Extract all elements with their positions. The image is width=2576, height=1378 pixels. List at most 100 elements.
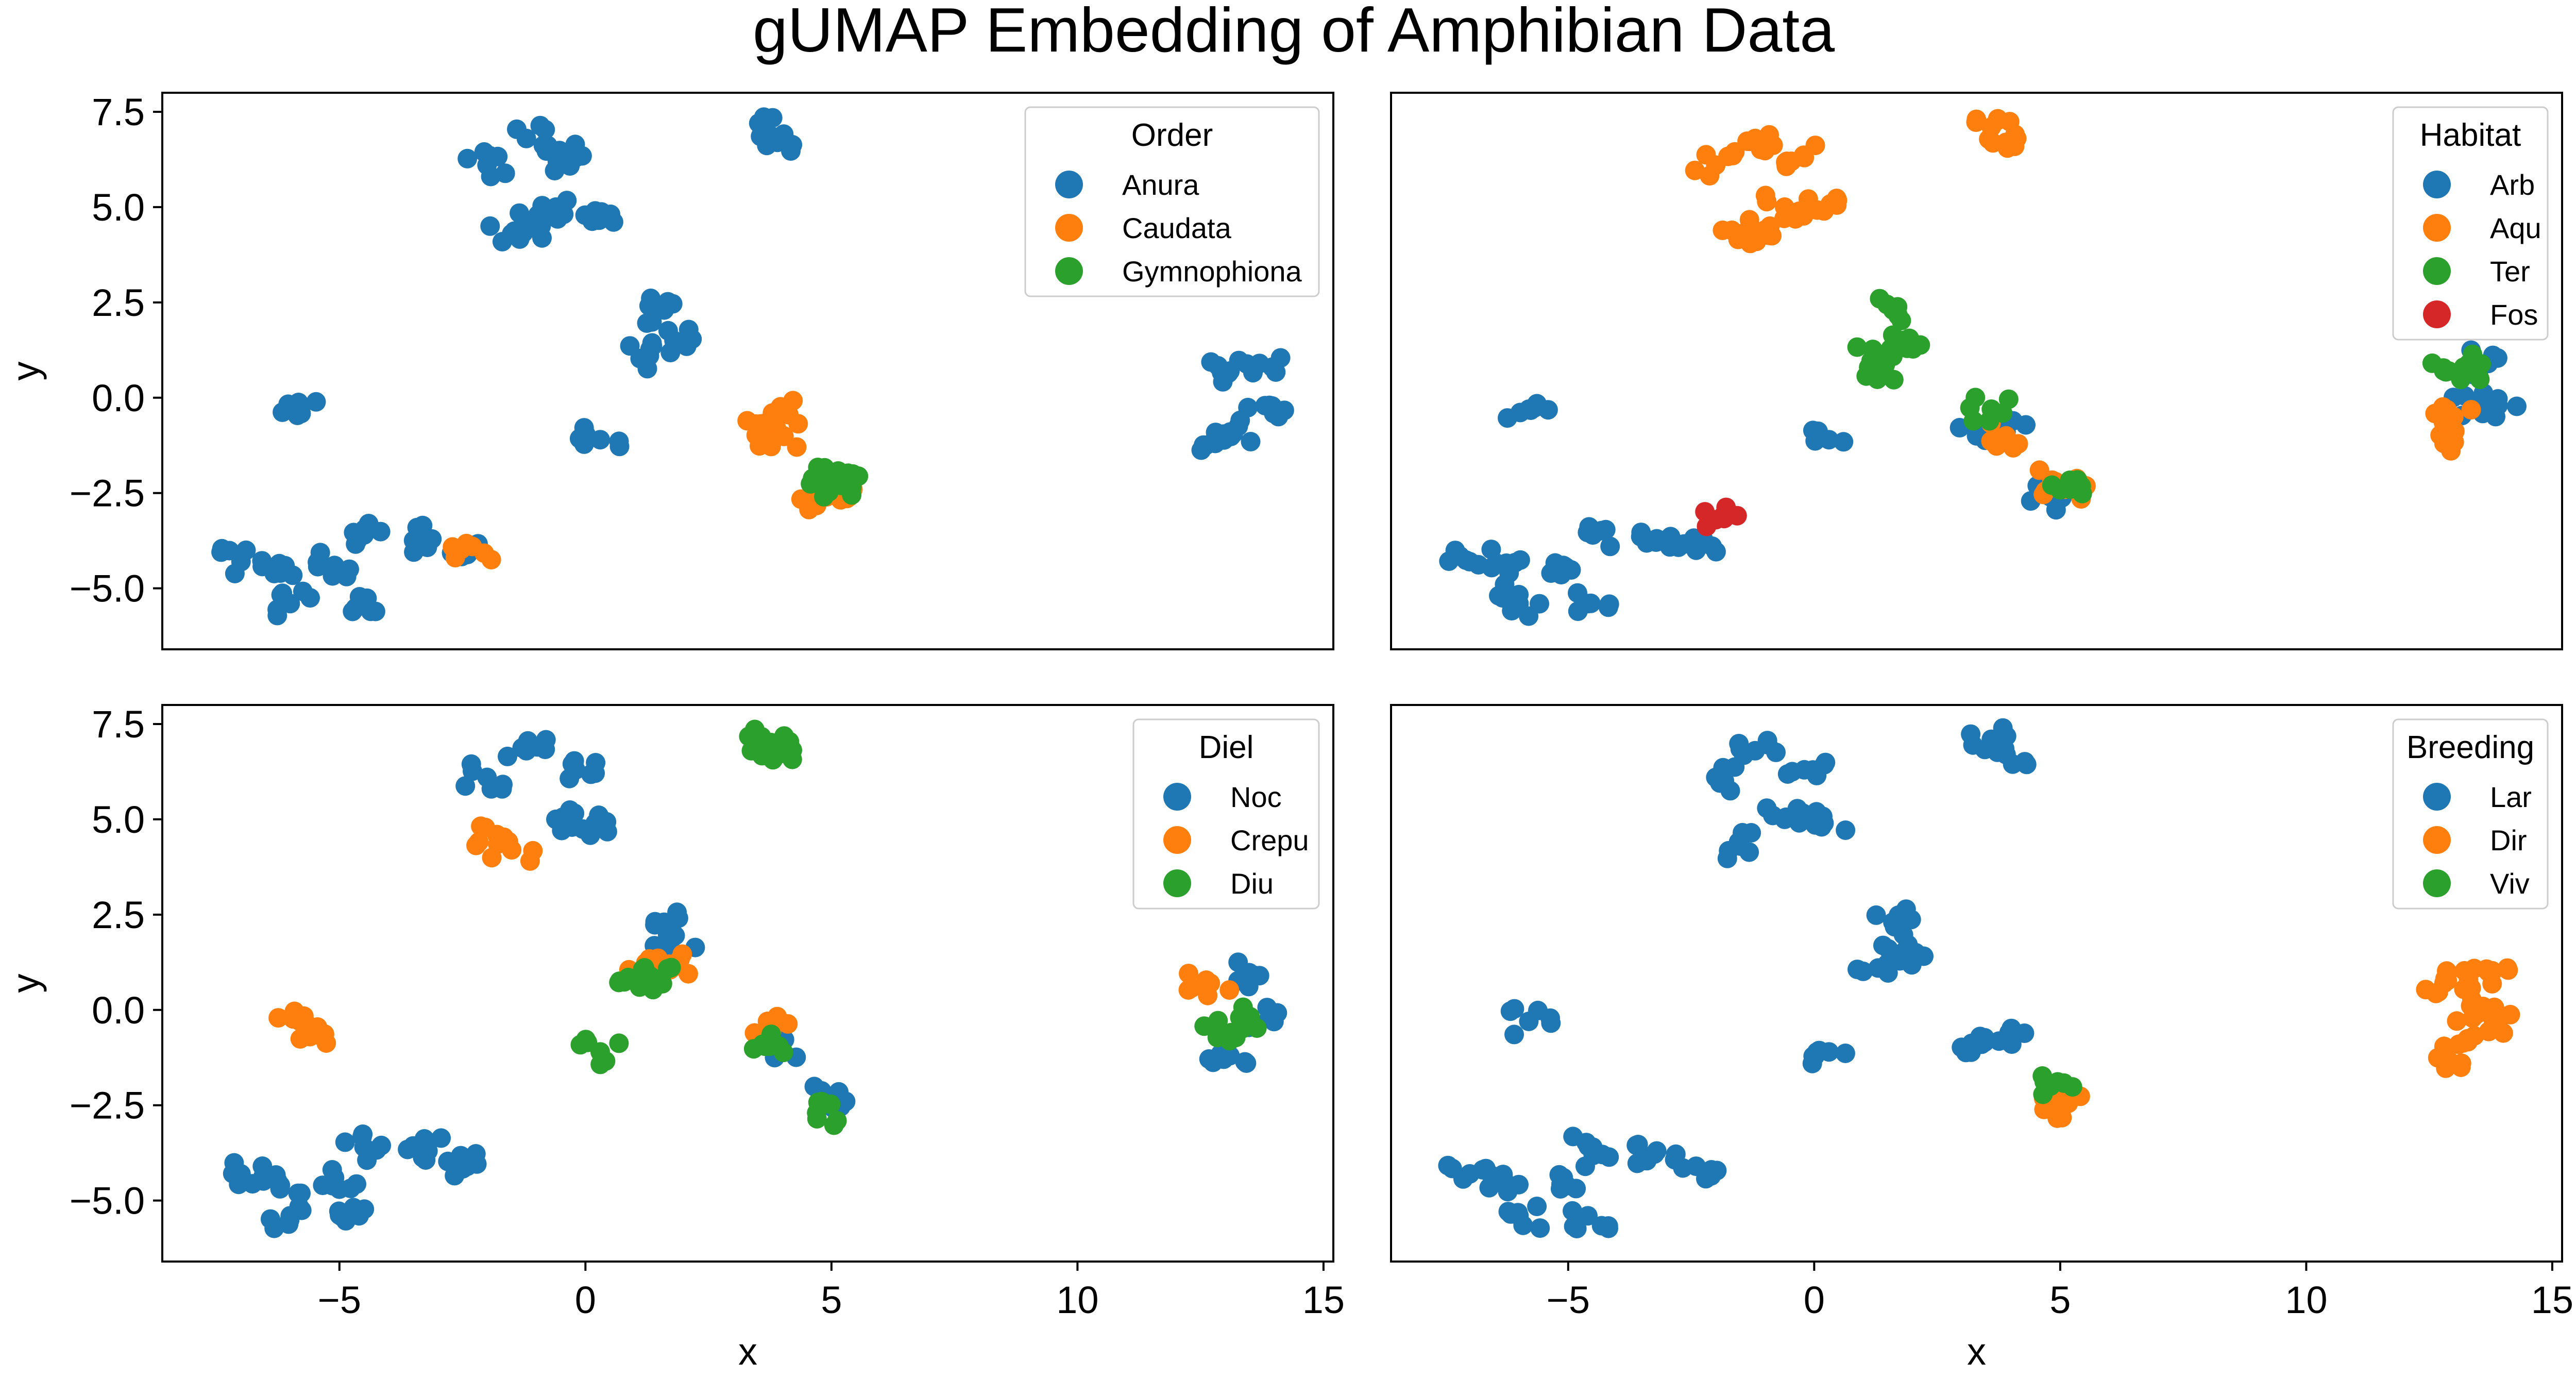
data-point xyxy=(455,776,476,796)
data-point xyxy=(635,958,654,978)
data-point xyxy=(323,1175,343,1196)
data-point xyxy=(630,348,650,368)
data-point xyxy=(404,542,424,562)
data-point xyxy=(445,548,465,568)
x-axis-label: x xyxy=(1967,1330,1986,1373)
data-point xyxy=(1739,210,1759,230)
data-point xyxy=(2461,400,2481,420)
legend-label: Viv xyxy=(2490,867,2530,900)
data-point xyxy=(520,218,540,238)
data-point xyxy=(2462,989,2482,1010)
data-point xyxy=(609,431,629,451)
legend-marker xyxy=(2423,214,2451,242)
data-point xyxy=(308,552,328,572)
data-point xyxy=(1208,1011,1228,1031)
legend-marker xyxy=(2423,869,2451,897)
y-tick-label: 5.0 xyxy=(92,798,145,841)
data-point xyxy=(252,557,273,577)
data-point xyxy=(306,392,326,412)
data-point xyxy=(578,1032,598,1052)
data-point xyxy=(576,425,596,445)
x-tick-label: 15 xyxy=(2531,1279,2573,1321)
data-point xyxy=(773,1043,793,1063)
data-point xyxy=(353,1124,373,1144)
data-point xyxy=(371,1135,392,1155)
y-tick-label: 7.5 xyxy=(92,91,145,133)
legend-label: Caudata xyxy=(1122,212,1232,244)
data-point xyxy=(1219,980,1240,1000)
data-point xyxy=(1696,145,1716,165)
legend-label: Ter xyxy=(2490,255,2530,288)
data-point xyxy=(224,1153,244,1173)
data-point xyxy=(1723,145,1743,165)
data-point xyxy=(466,1144,486,1164)
data-point xyxy=(354,1199,375,1219)
data-point xyxy=(267,1171,287,1191)
data-point xyxy=(1700,166,1720,186)
data-point xyxy=(278,394,298,414)
data-point xyxy=(2482,974,2502,994)
data-point xyxy=(639,296,659,316)
data-point xyxy=(2054,1073,2074,1093)
x-tick-label: −5 xyxy=(1547,1279,1590,1321)
data-point xyxy=(1233,997,1253,1017)
data-point xyxy=(564,751,584,771)
series-lar xyxy=(1438,718,2037,1238)
data-point xyxy=(658,321,678,341)
legend-marker xyxy=(1163,783,1191,811)
data-point xyxy=(1685,160,1705,180)
legend-title: Habitat xyxy=(2420,117,2521,153)
data-point xyxy=(1207,1028,1227,1048)
data-point xyxy=(1805,431,1825,451)
legend-box xyxy=(1024,106,1320,297)
data-point xyxy=(645,915,665,935)
data-point xyxy=(1757,731,1777,751)
data-point xyxy=(1674,534,1694,554)
data-point xyxy=(1498,1182,1518,1202)
data-point xyxy=(2434,1036,2454,1056)
data-point xyxy=(1826,189,1846,208)
y-tick-label: 2.5 xyxy=(92,894,145,936)
data-point xyxy=(300,588,320,608)
data-point xyxy=(2463,1008,2483,1028)
data-point xyxy=(1179,964,1198,984)
data-point xyxy=(752,727,771,747)
data-point xyxy=(1988,431,2008,451)
data-point xyxy=(1884,298,1904,318)
data-point xyxy=(1264,404,1284,424)
data-point xyxy=(1807,1042,1827,1062)
legend-marker xyxy=(2423,300,2451,328)
data-point xyxy=(1438,1155,1458,1175)
data-point xyxy=(1600,536,1620,557)
data-point xyxy=(314,1024,334,1044)
data-point xyxy=(762,108,783,128)
data-point xyxy=(1230,410,1250,430)
data-point xyxy=(2416,980,2436,1000)
data-point xyxy=(1739,842,1759,862)
data-point xyxy=(1563,1127,1583,1147)
data-point xyxy=(1966,112,1986,132)
data-point xyxy=(1988,109,2008,129)
data-point xyxy=(1545,553,1565,573)
y-tick-label: −2.5 xyxy=(70,1084,145,1127)
legend-marker xyxy=(1055,257,1083,285)
data-point xyxy=(343,601,363,621)
legend-label: Anura xyxy=(1122,169,1199,201)
y-axis-label: y xyxy=(4,362,47,381)
data-point xyxy=(271,585,291,605)
legend-marker xyxy=(2423,171,2451,198)
subplot-3: −5.0 −2.5 0.0 2.5 5.0 7.5 −5 0 5 10 15 y x Diel Noc Cre… xyxy=(4,703,1345,1373)
y-tick-label: −5.0 xyxy=(70,1180,145,1222)
data-point xyxy=(788,414,808,434)
data-point xyxy=(416,1150,436,1170)
data-point xyxy=(2433,358,2453,378)
data-point xyxy=(290,1029,310,1049)
data-point xyxy=(1981,733,2001,753)
data-point xyxy=(1530,1218,1550,1238)
data-point xyxy=(268,1008,289,1028)
data-point xyxy=(431,1128,451,1148)
data-point xyxy=(679,320,699,340)
data-point xyxy=(1906,943,1926,963)
data-point xyxy=(1805,815,1825,835)
data-point xyxy=(814,486,834,507)
